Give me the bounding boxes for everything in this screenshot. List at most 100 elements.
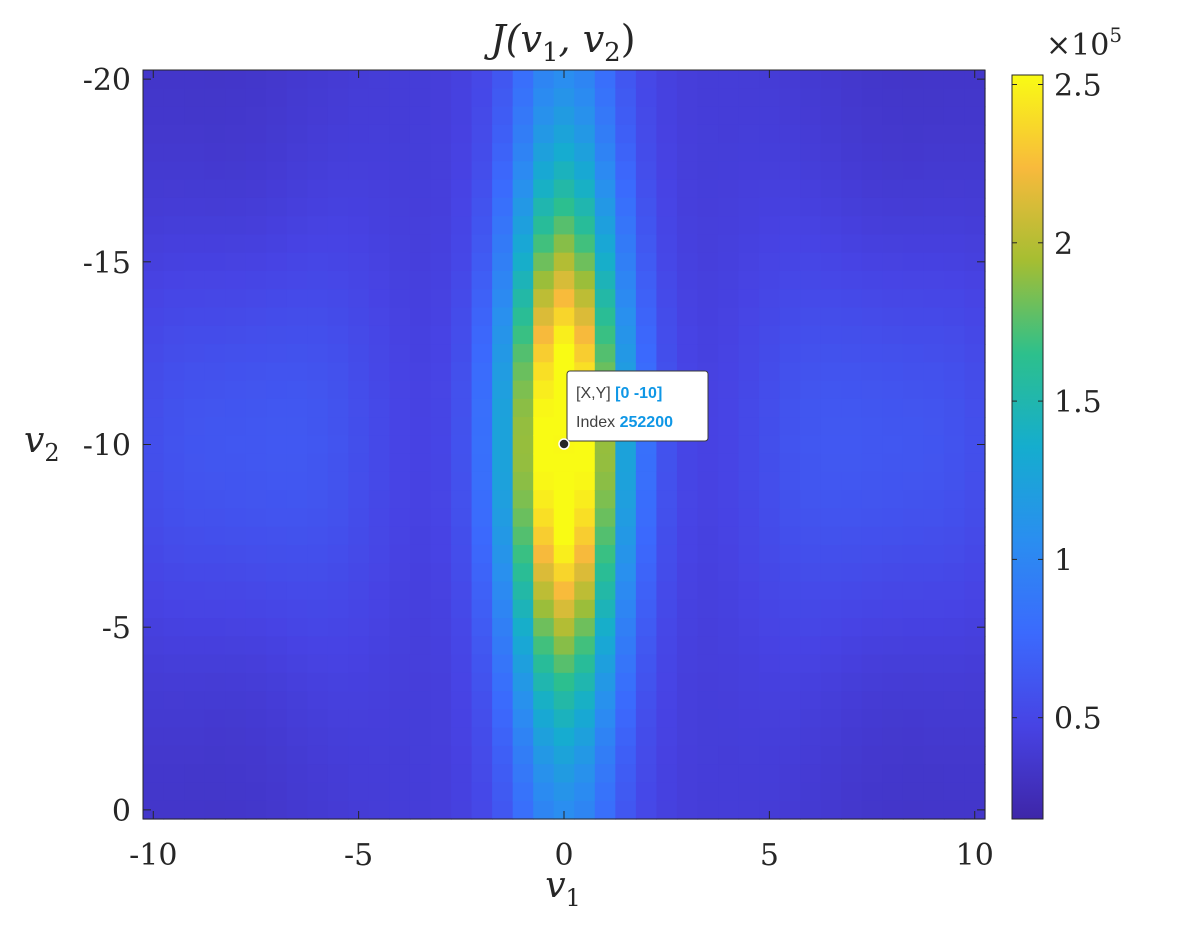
heatmap-cell	[143, 307, 165, 327]
heatmap-cell	[594, 764, 616, 784]
heatmap-cell	[800, 143, 822, 162]
heatmap-cell	[964, 764, 986, 784]
heatmap-cell	[964, 161, 986, 181]
heatmap-cell	[943, 179, 966, 199]
heatmap-cell	[389, 417, 411, 436]
heatmap-cell	[923, 782, 945, 802]
heatmap-cell	[368, 490, 391, 510]
heatmap-cell	[348, 764, 370, 784]
heatmap-cell	[800, 709, 822, 729]
heatmap-cell	[143, 325, 165, 345]
heatmap-cell	[184, 234, 206, 254]
heatmap-cell	[574, 234, 596, 254]
heatmap-cell	[779, 289, 801, 309]
heatmap-cell	[594, 800, 616, 820]
heatmap-cell	[902, 398, 924, 418]
datatip-marker[interactable]	[558, 438, 570, 450]
heatmap-cell	[409, 270, 432, 290]
heatmap-cell	[409, 252, 432, 272]
heatmap-cell	[923, 435, 945, 455]
heatmap-cell	[348, 599, 370, 619]
heatmap-cell	[163, 581, 185, 601]
heatmap-cell	[184, 143, 206, 162]
heatmap-cell	[389, 435, 411, 455]
heatmap-cell	[676, 325, 699, 345]
heatmap-cell	[492, 197, 514, 217]
heatmap-cell	[204, 782, 226, 802]
heatmap-cell	[389, 106, 411, 126]
heatmap-cell	[184, 618, 206, 637]
heatmap-cell	[430, 88, 452, 108]
heatmap-cell	[882, 124, 904, 144]
heatmap-cell	[512, 70, 534, 89]
heatmap-cell	[184, 252, 206, 272]
heatmap-cell	[841, 344, 863, 363]
heatmap-cell	[430, 197, 452, 217]
heatmap-cell	[943, 764, 966, 784]
heatmap-cell	[307, 636, 329, 656]
colorbar-tick-label: 1.5	[1054, 385, 1102, 420]
heatmap-cell	[143, 252, 165, 272]
heatmap-cell	[697, 471, 719, 491]
heatmap-cell	[184, 745, 206, 765]
heatmap-cell	[882, 563, 904, 583]
heatmap-cell	[676, 124, 699, 144]
datatip[interactable]: [X,Y] [0 -10] Index 252200	[558, 370, 709, 450]
heatmap-cell	[225, 252, 247, 272]
heatmap-cell	[286, 270, 308, 290]
heatmap-cell	[409, 307, 432, 327]
heatmap-cell	[184, 764, 206, 784]
heatmap-cell	[718, 618, 740, 637]
heatmap-cell	[882, 307, 904, 327]
heatmap-cell	[286, 216, 308, 236]
heatmap-cell	[800, 636, 822, 656]
heatmap-cell	[635, 599, 658, 619]
heatmap-cell	[163, 398, 185, 418]
heatmap-cell	[902, 526, 924, 546]
heatmap-cell	[430, 270, 452, 290]
heatmap-cell	[697, 782, 719, 802]
heatmap-cell	[409, 234, 432, 254]
heatmap-cell	[184, 398, 206, 418]
heatmap-cell	[225, 654, 247, 674]
heatmap-cell	[533, 289, 555, 309]
heatmap-cell	[430, 252, 452, 272]
heatmap-cell	[820, 417, 842, 436]
heatmap-cell	[594, 691, 616, 710]
heatmap-cell	[779, 270, 801, 290]
heatmap-cell	[368, 289, 391, 309]
heatmap-cell	[779, 344, 801, 363]
heatmap-cell	[204, 544, 226, 564]
heatmap-cell	[759, 197, 781, 217]
heatmap-cell	[594, 490, 616, 510]
heatmap-cell	[533, 143, 555, 162]
heatmap-cell	[204, 691, 226, 710]
heatmap-cell	[225, 508, 247, 528]
heatmap-cell	[676, 782, 699, 802]
heatmap-cell	[861, 143, 883, 162]
heatmap-cell	[718, 88, 740, 108]
heatmap-cell	[389, 618, 411, 637]
heatmap-cell	[204, 745, 226, 765]
heatmap-cell	[656, 544, 678, 564]
heatmap-cell	[943, 745, 966, 765]
heatmap-cell	[471, 727, 493, 747]
heatmap-cell	[512, 106, 534, 126]
heatmap-cell	[266, 197, 288, 217]
heatmap-cell	[759, 709, 781, 729]
heatmap-cell	[409, 599, 432, 619]
datatip-box[interactable]	[566, 370, 709, 442]
heatmap-cell	[204, 380, 226, 400]
heatmap-cell	[471, 216, 493, 236]
heatmap-cell	[307, 654, 329, 674]
heatmap-cell	[943, 709, 966, 729]
heatmap-cell	[225, 289, 247, 309]
heatmap-cell	[676, 453, 699, 473]
heatmap-cell	[902, 252, 924, 272]
heatmap-cell	[820, 727, 842, 747]
heatmap-cell	[286, 654, 308, 674]
heatmap-cell	[286, 143, 308, 162]
heatmap-cell	[327, 508, 349, 528]
heatmap-cell	[718, 490, 740, 510]
heatmap-cell	[307, 727, 329, 747]
